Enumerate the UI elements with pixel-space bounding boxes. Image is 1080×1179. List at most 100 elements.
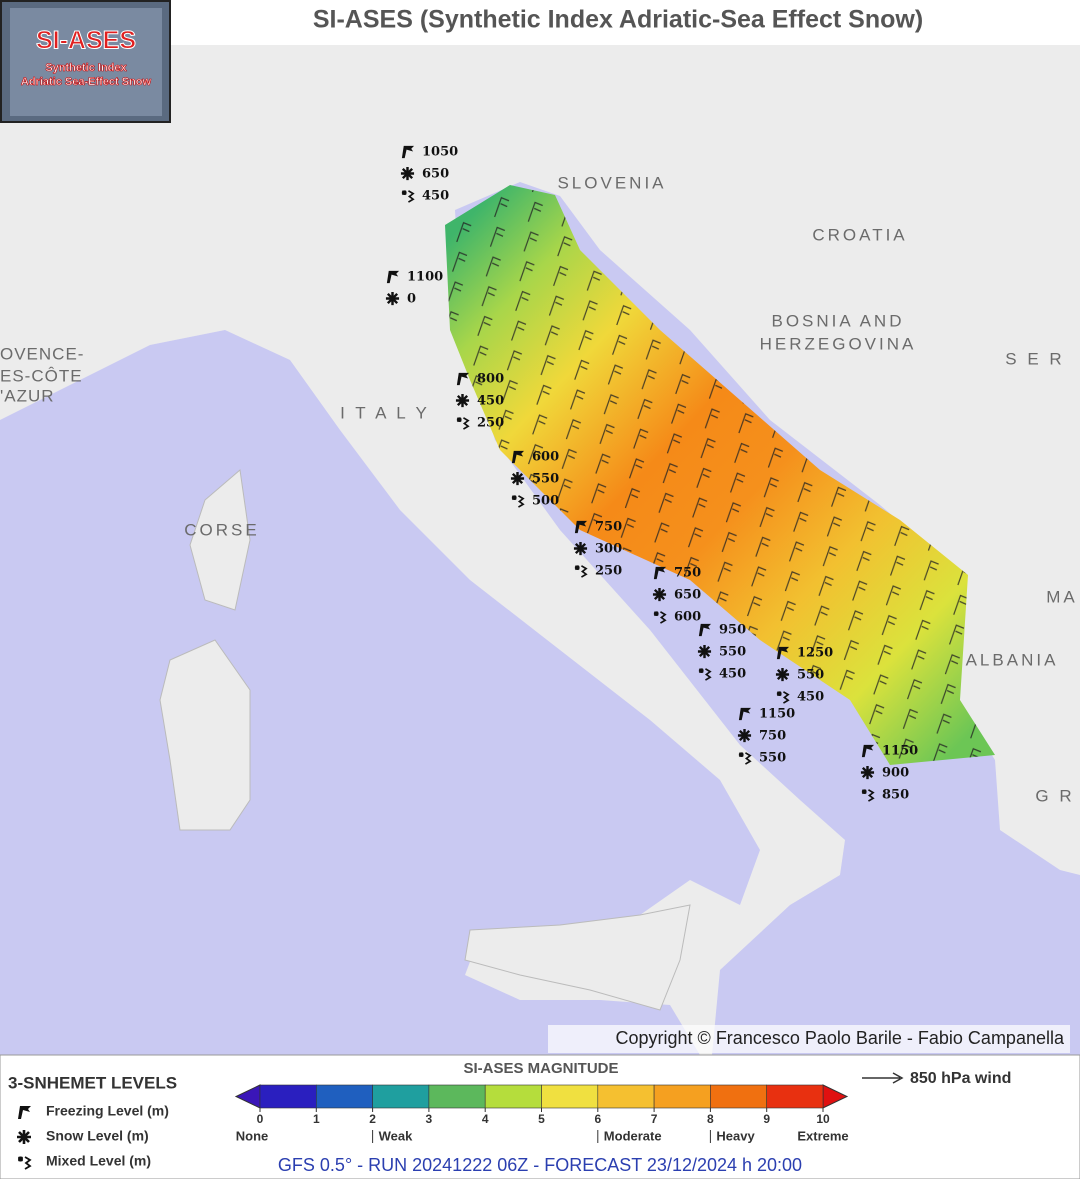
station: 1050 650 450: [400, 145, 458, 204]
station: 750 650 600: [652, 566, 701, 625]
station: 750 300 250: [573, 520, 622, 579]
islands: [159, 469, 691, 1011]
snow-level: 550: [797, 668, 824, 683]
page-title: SI-ASES (Synthetic Index Adriatic-Sea Ef…: [313, 6, 923, 34]
icon: [775, 667, 790, 682]
logo-image: [10, 8, 162, 116]
class-label: None: [236, 1128, 269, 1143]
mixed-level: 850: [882, 788, 909, 803]
country-label: HERZEGOVINA: [760, 334, 917, 353]
class-label: Moderate: [604, 1128, 662, 1143]
station: 800 450 250: [455, 372, 504, 431]
icon: [16, 1129, 32, 1145]
colorbar-tick-label: 5: [538, 1112, 545, 1126]
mixed-level: 250: [477, 416, 504, 431]
colorbar-segment: [428, 1084, 486, 1109]
logo-line: Synthetic Index: [45, 62, 127, 74]
snow-level: 0: [407, 292, 416, 307]
snow-level: 450: [477, 394, 504, 409]
station: 600 550 500: [510, 450, 559, 509]
icon: [455, 393, 470, 408]
colorbar-segment: [315, 1084, 373, 1109]
country-label: BOSNIA AND: [772, 311, 905, 330]
wind-arrow: [862, 1072, 904, 1084]
colorbar-segment: [372, 1084, 430, 1109]
colorbar-segment: [541, 1084, 599, 1109]
country-label: OVENCE-: [0, 344, 84, 363]
legend-title: 3-SNHEMET LEVELS: [8, 1073, 177, 1092]
freezing-level: 1150: [759, 707, 795, 722]
colorbar-tick-label: 10: [816, 1112, 830, 1126]
icon: [737, 728, 752, 743]
station: 1150 750 550: [737, 707, 795, 766]
snow-level: 550: [719, 645, 746, 660]
country-label: G R: [1035, 786, 1074, 805]
colorbar-segment: [710, 1084, 768, 1109]
snow-level: 900: [882, 766, 909, 781]
mixed-level: 550: [759, 751, 786, 766]
mixed-level: 450: [797, 690, 824, 705]
icon: [860, 765, 875, 780]
country-label: S E R: [1005, 349, 1064, 368]
legend-item: Snow Level (m): [46, 1128, 149, 1144]
icon: [573, 541, 588, 556]
snow-level: 650: [422, 167, 449, 182]
snow-level: 550: [532, 472, 559, 487]
icon: [400, 166, 415, 181]
icon: [510, 471, 525, 486]
country-label: I T A L Y: [340, 403, 430, 422]
station: 1100 0: [385, 270, 443, 307]
mixed-level: 450: [422, 189, 449, 204]
mixed-level: 500: [532, 494, 559, 509]
wind-legend: 850 hPa wind: [910, 1070, 1011, 1087]
colorbar-segment: [259, 1084, 317, 1109]
class-label: Weak: [379, 1128, 413, 1143]
freezing-level: 1250: [797, 646, 833, 661]
freezing-level: 750: [595, 520, 622, 535]
station: 1250 550 450: [775, 646, 833, 705]
country-label: 'AZUR: [0, 386, 55, 405]
copyright-bg: [548, 1025, 1070, 1053]
colorbar-tick-label: 8: [707, 1112, 714, 1126]
country-label: ES-CÔTE: [0, 366, 83, 385]
colorbar-title: SI-ASES MAGNITUDE: [463, 1060, 618, 1077]
freezing-level: 750: [674, 566, 701, 581]
logo-line: Adriatic Sea-Effect Snow: [21, 76, 152, 88]
freezing-level: 1150: [882, 744, 918, 759]
colorbar-segment: [653, 1084, 711, 1109]
country-label: CROATIA: [812, 225, 907, 244]
legend-item: Freezing Level (m): [46, 1103, 169, 1119]
icon: [697, 644, 712, 659]
snow-level: 750: [759, 729, 786, 744]
header-bar: [0, 0, 1080, 45]
class-label: Heavy: [716, 1128, 755, 1143]
freezing-level: 1050: [422, 145, 458, 160]
wind-barbs: [445, 185, 995, 765]
freezing-level: 600: [532, 450, 559, 465]
colorbar-tick-label: 7: [651, 1112, 658, 1126]
colorbar-tick-label: 3: [426, 1112, 433, 1126]
station: 950 550 450: [697, 623, 746, 682]
snow-level: 300: [595, 542, 622, 557]
country-label: CORSE: [184, 520, 259, 539]
snow-level: 650: [674, 588, 701, 603]
logo-title: SI-ASES: [36, 27, 136, 55]
colorbar-tick-label: 6: [594, 1112, 601, 1126]
station: 1150 900 850: [860, 744, 918, 803]
colorbar-tick-label: 0: [257, 1112, 264, 1126]
copyright: Copyright © Francesco Paolo Barile - Fab…: [616, 1028, 1065, 1048]
colorbar-tick-label: 2: [369, 1112, 376, 1126]
mixed-level: 450: [719, 667, 746, 682]
country-label: ALBANIA: [966, 650, 1059, 669]
icon: [652, 587, 667, 602]
mixed-level: 250: [595, 564, 622, 579]
legend-item: Mixed Level (m): [46, 1153, 151, 1169]
freezing-level: 800: [477, 372, 504, 387]
colorbar-tick-label: 4: [482, 1112, 489, 1126]
icon: [385, 291, 400, 306]
footer: GFS 0.5° - RUN 20241222 06Z - FORECAST 2…: [278, 1155, 802, 1175]
colorbar-segment: [597, 1084, 655, 1109]
country-label: MA: [1046, 587, 1078, 606]
colorbar-tick-label: 9: [763, 1112, 770, 1126]
